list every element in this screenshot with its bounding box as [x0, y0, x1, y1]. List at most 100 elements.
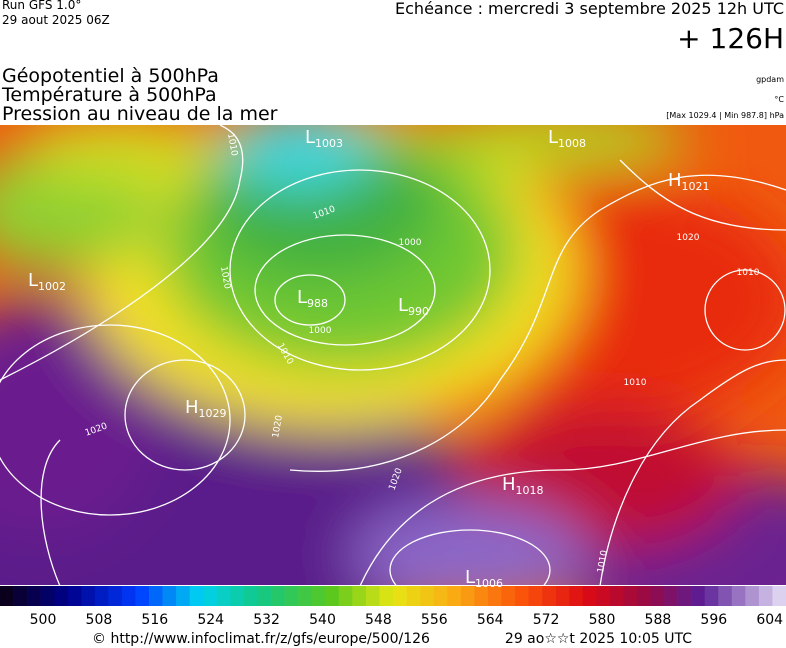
isobar-label: 1000: [309, 326, 332, 336]
colorbar-label: 532: [253, 612, 280, 628]
colorbar-label: 500: [30, 612, 57, 628]
unit-label: gpdam: [756, 75, 784, 84]
colorbar-swatch: [311, 586, 326, 606]
pressure-center: L1002: [28, 270, 66, 293]
run-label: Run GFS 1.0°: [2, 0, 81, 12]
colorbar-swatch: [447, 586, 462, 606]
center-kind: L: [465, 567, 475, 588]
colorbar-swatch: [623, 586, 638, 606]
colorbar-swatch: [745, 586, 760, 606]
colorbar-swatch: [393, 586, 407, 606]
colorbar-swatch: [40, 586, 55, 606]
isobar-label: 1020: [218, 266, 232, 291]
colorbar-swatch: [81, 586, 96, 606]
pressure-center: L988: [297, 287, 328, 310]
colorbar-swatch: [650, 586, 665, 606]
pressure-center: L1006: [465, 567, 503, 590]
pressure-center: H1021: [668, 170, 710, 193]
pressure-center: H1018: [502, 474, 544, 497]
center-value: 1021: [682, 180, 710, 193]
colorbar: 500 508 516 524 532 540 548 556 564 572 580 588 596 6…: [0, 586, 786, 628]
colorbar-swatch: [216, 586, 231, 606]
colorbar-label: 580: [589, 612, 616, 628]
colorbar-swatch: [271, 586, 285, 606]
colorbar-swatch: [758, 586, 773, 606]
colorbar-label: 540: [309, 612, 336, 628]
center-value: 1003: [315, 137, 343, 150]
isobar-label: 1020: [271, 414, 285, 439]
legend-line: Géopotentiel à 500hPa: [2, 65, 219, 87]
colorbar-swatch: [636, 586, 651, 606]
colorbar-swatch: [542, 586, 556, 606]
center-kind: L: [28, 270, 38, 291]
center-kind: L: [548, 127, 558, 148]
colorbar-swatch: [27, 586, 41, 606]
colorbar-label: 556: [421, 612, 448, 628]
colorbar-swatch: [94, 586, 109, 606]
colorbar-swatch: [718, 586, 733, 606]
pressure-center: H1029: [185, 397, 227, 420]
colorbar-swatch: [0, 586, 14, 606]
colorbar-swatch: [555, 586, 570, 606]
colorbar-swatch: [514, 586, 529, 606]
colorbar-swatch: [664, 586, 678, 606]
colorbar-swatch: [189, 586, 204, 606]
pressure-center: L990: [398, 295, 429, 318]
center-value: 1008: [558, 137, 586, 150]
colorbar-swatch: [474, 586, 489, 606]
colorbar-swatch: [230, 586, 245, 606]
colorbar-swatch: [677, 586, 692, 606]
center-value: 990: [408, 305, 429, 318]
colorbar-swatch: [596, 586, 611, 606]
colorbar-swatch: [352, 586, 367, 606]
colorbar-swatch: [162, 586, 177, 606]
colorbar-swatch: [257, 586, 272, 606]
lead-time: + 126H: [677, 22, 784, 55]
isobar-label: 1010: [596, 549, 610, 574]
colorbar-swatch: [108, 586, 123, 606]
legend-line: Température à 500hPa: [1, 84, 217, 106]
isobar-label: 1010: [225, 133, 239, 158]
center-value: 1006: [475, 577, 503, 590]
isobar-label: 1010: [624, 378, 647, 388]
colorbar-swatch: [487, 586, 502, 606]
center-kind: H: [502, 474, 516, 495]
colorbar-swatch: [704, 586, 719, 606]
colorbar-label: 596: [700, 612, 727, 628]
colorbar-swatch: [772, 586, 786, 606]
colorbar-swatch: [569, 586, 584, 606]
center-value: 1002: [38, 280, 66, 293]
colorbar-swatch: [67, 586, 82, 606]
colorbar-swatch: [121, 586, 136, 606]
center-kind: L: [297, 287, 307, 308]
colorbar-swatch: [528, 586, 543, 606]
forecast-time: Echéance : mercredi 3 septembre 2025 12h…: [395, 0, 784, 18]
colorbar-swatch: [609, 586, 624, 606]
center-kind: L: [305, 127, 315, 148]
colorbar-label: 588: [645, 612, 672, 628]
colorbar-swatch: [406, 586, 421, 606]
center-kind: H: [668, 170, 682, 191]
unit-label: °C: [774, 95, 784, 104]
colorbar-swatch: [501, 586, 516, 606]
colorbar-swatch: [298, 586, 312, 606]
colorbar-swatch: [433, 586, 448, 606]
colorbar-swatch: [54, 586, 69, 606]
unit-label: [Max 1029.4 | Min 987.8] hPa: [666, 111, 784, 120]
center-kind: H: [185, 397, 199, 418]
footer-url: © http://www.infoclimat.fr/z/gfs/europe/…: [92, 631, 430, 647]
colorbar-swatch: [731, 586, 746, 606]
center-value: 1029: [199, 407, 227, 420]
pressure-center: L1003: [305, 127, 343, 150]
colorbar-swatch: [338, 586, 353, 606]
colorbar-label: 516: [141, 612, 168, 628]
colorbar-swatch: [691, 586, 705, 606]
center-value: 988: [307, 297, 328, 310]
colorbar-swatch: [13, 586, 28, 606]
colorbar-swatch: [365, 586, 380, 606]
isobars: [0, 125, 786, 585]
isobar-label: 1010: [737, 268, 760, 278]
colorbar-swatch: [149, 586, 163, 606]
